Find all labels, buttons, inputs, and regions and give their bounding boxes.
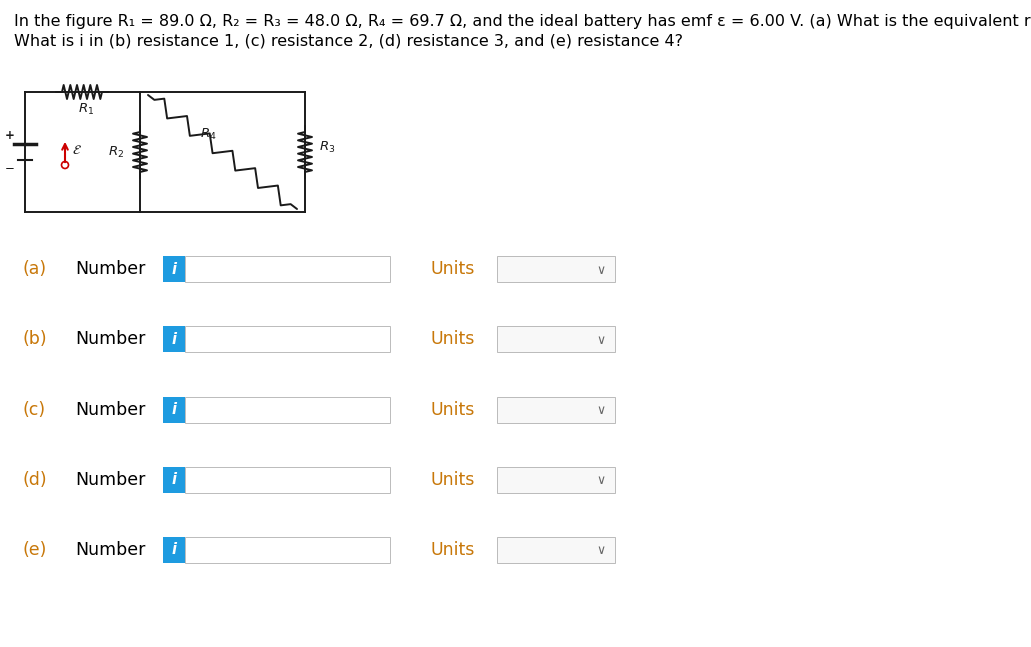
Text: ∨: ∨ <box>597 545 605 558</box>
Text: Number: Number <box>75 401 145 419</box>
Text: ∨: ∨ <box>597 404 605 417</box>
FancyBboxPatch shape <box>497 256 616 282</box>
FancyBboxPatch shape <box>163 537 185 563</box>
Text: Number: Number <box>75 541 145 559</box>
Text: i: i <box>171 472 176 487</box>
Text: ∨: ∨ <box>597 333 605 347</box>
FancyBboxPatch shape <box>163 326 185 352</box>
Text: Units: Units <box>430 541 474 559</box>
FancyBboxPatch shape <box>185 326 390 352</box>
Text: Units: Units <box>430 401 474 419</box>
Text: i: i <box>171 261 176 276</box>
Text: Number: Number <box>75 471 145 489</box>
Text: $\mathcal{E}$: $\mathcal{E}$ <box>72 144 81 157</box>
Text: (a): (a) <box>22 260 46 278</box>
Text: (d): (d) <box>22 471 46 489</box>
Text: i: i <box>171 542 176 558</box>
FancyBboxPatch shape <box>497 397 616 423</box>
Text: (b): (b) <box>22 330 46 348</box>
FancyBboxPatch shape <box>497 467 616 493</box>
Text: Number: Number <box>75 260 145 278</box>
Text: In the figure R₁ = 89.0 Ω, R₂ = R₃ = 48.0 Ω, R₄ = 69.7 Ω, and the ideal battery : In the figure R₁ = 89.0 Ω, R₂ = R₃ = 48.… <box>14 14 1031 29</box>
Text: (e): (e) <box>22 541 46 559</box>
Text: i: i <box>171 331 176 347</box>
Text: What is i in (b) resistance 1, (c) resistance 2, (d) resistance 3, and (e) resis: What is i in (b) resistance 1, (c) resis… <box>14 33 683 48</box>
Text: Units: Units <box>430 260 474 278</box>
FancyBboxPatch shape <box>185 467 390 493</box>
Text: $R_1$: $R_1$ <box>78 102 94 117</box>
Text: Units: Units <box>430 330 474 348</box>
FancyBboxPatch shape <box>163 256 185 282</box>
Text: (c): (c) <box>22 401 45 419</box>
FancyBboxPatch shape <box>185 537 390 563</box>
FancyBboxPatch shape <box>497 537 616 563</box>
FancyBboxPatch shape <box>497 326 616 352</box>
Text: $R_3$: $R_3$ <box>319 140 335 155</box>
Text: −: − <box>5 162 14 175</box>
Text: Number: Number <box>75 330 145 348</box>
FancyBboxPatch shape <box>185 256 390 282</box>
Text: i: i <box>171 402 176 417</box>
Text: $R_2$: $R_2$ <box>108 144 124 160</box>
FancyBboxPatch shape <box>185 397 390 423</box>
FancyBboxPatch shape <box>163 467 185 493</box>
Text: ∨: ∨ <box>597 263 605 276</box>
FancyBboxPatch shape <box>163 397 185 423</box>
Text: $R_4$: $R_4$ <box>200 127 217 142</box>
Text: Units: Units <box>430 471 474 489</box>
Text: ∨: ∨ <box>597 474 605 487</box>
Text: +: + <box>5 129 14 142</box>
